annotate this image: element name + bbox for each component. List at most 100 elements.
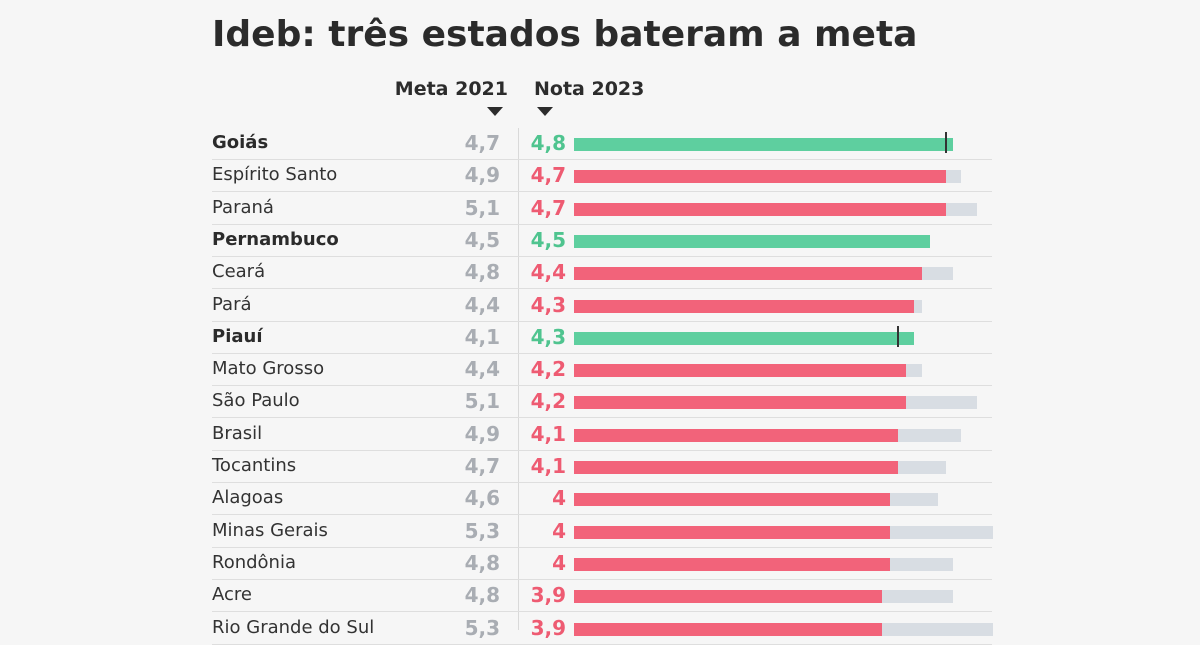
table-row: Brasil 4,9 4,1 [212,419,992,451]
goal-marker [897,325,900,347]
table-row: São Paulo 5,1 4,2 [212,386,992,419]
meta-value-label: 5,3 [464,518,500,543]
nota-value-label: 4,7 [530,163,566,188]
nota-value-label: 4,2 [530,389,566,414]
bar-nota [574,138,954,151]
nota-value-label: 4,3 [530,324,566,349]
table-row: Minas Gerais 5,3 4 [212,516,993,548]
state-label: Mato Grosso [212,358,325,380]
nota-value-label: 3,9 [530,583,566,608]
nota-value-label: 4,7 [530,195,566,220]
state-label: Brasil [212,422,263,444]
state-label: Alagoas [212,487,284,509]
goal-marker [944,132,947,153]
state-label: Pernambuco [212,228,339,250]
nota-value-label: 4,8 [530,131,566,155]
row-separator [212,191,992,193]
state-label: Pará [212,293,252,315]
table-row: Rio Grande do Sul 5,3 3,9 [212,613,993,645]
column-header-meta: Meta 2021 [394,78,508,100]
meta-value-label: 4,8 [464,583,500,608]
meta-value-label: 4,7 [464,131,500,155]
table-row: Piauí 4,1 4,3 [212,322,992,354]
meta-value-label: 4,9 [464,421,500,446]
meta-value-label: 5,3 [464,615,500,640]
row-separator [212,288,992,290]
nota-value-label: 4 [552,518,566,543]
column-divider [518,128,519,630]
nota-value-label: 3,9 [530,615,566,640]
row-separator [212,159,992,160]
bar-nota [574,557,891,571]
table-row: Espírito Santo 4,9 4,7 [212,160,992,193]
meta-value-label: 4,4 [464,292,500,317]
bar-nota [574,396,907,410]
meta-value-label: 4,4 [464,357,500,382]
row-separator [212,417,992,419]
meta-value-label: 4,7 [464,454,500,478]
state-label: São Paulo [212,390,300,412]
meta-value-label: 4,8 [464,260,500,285]
state-label: Rondônia [212,551,296,573]
nota-value-label: 4 [552,550,566,575]
row-separator [212,514,992,516]
meta-value-label: 4,1 [464,324,500,349]
meta-value-label: 4,9 [464,163,500,188]
table-row: Mato Grosso 4,4 4,2 [212,354,992,387]
nota-value-label: 4,2 [530,357,566,382]
table-row: Rondônia 4,8 4 [212,548,992,580]
bar-nota [574,461,899,474]
row-separator [212,320,992,322]
nota-value-label: 4,5 [530,227,566,252]
bar-nota [574,364,907,378]
chart-title: Ideb: três estados bateram a meta [212,14,918,55]
bar-nota [574,234,930,248]
sort-arrow-meta-icon[interactable] [487,107,503,116]
row-separator [212,352,992,354]
nota-value-label: 4,4 [530,260,566,285]
sort-arrow-nota-icon[interactable] [537,107,553,116]
state-label: Rio Grande do Sul [212,616,375,638]
meta-value-label: 4,8 [464,550,500,575]
row-separator [212,385,992,387]
bar-nota [574,493,891,507]
table-row: Acre 4,8 3,9 [212,580,992,613]
nota-value-label: 4,1 [530,454,566,478]
state-label: Espírito Santo [212,164,338,186]
bar-nota [574,428,899,442]
nota-value-label: 4,1 [530,421,566,446]
state-label: Acre [212,584,252,606]
row-separator [212,482,992,483]
row-separator [212,255,992,257]
chart-rows: Goiás 4,7 4,8 Espírito Santo 4,9 4,7 Paraná 5,1… [212,131,993,645]
state-label: Piauí [212,325,263,347]
row-separator [212,546,992,548]
meta-value-label: 5,1 [464,389,500,414]
table-row: Ceará 4,8 4,4 [212,257,992,290]
bar-nota [574,170,946,184]
row-separator [212,643,992,645]
state-label: Goiás [212,132,269,153]
state-label: Paraná [212,196,274,218]
bar-nota [574,202,946,216]
bar-nota [574,590,883,604]
row-separator [212,449,992,451]
bar-nota [574,525,891,539]
table-row: Paraná 5,1 4,7 [212,193,992,225]
bar-nota [574,267,922,281]
table-row: Tocantins 4,7 4,1 [212,451,992,483]
state-label: Minas Gerais [212,519,328,541]
column-header-nota: Nota 2023 [534,78,645,100]
bar-nota [574,622,883,636]
bar-nota [574,331,914,345]
row-separator [212,611,992,613]
nota-value-label: 4 [552,486,566,511]
state-label: Tocantins [212,455,297,476]
state-label: Ceará [212,261,266,283]
table-row: Alagoas 4,6 4 [212,483,992,516]
row-separator [212,223,992,225]
meta-value-label: 4,5 [464,227,500,252]
table-row: Pernambuco 4,5 4,5 [212,225,992,257]
row-separator [212,578,992,580]
bar-nota [574,299,914,313]
